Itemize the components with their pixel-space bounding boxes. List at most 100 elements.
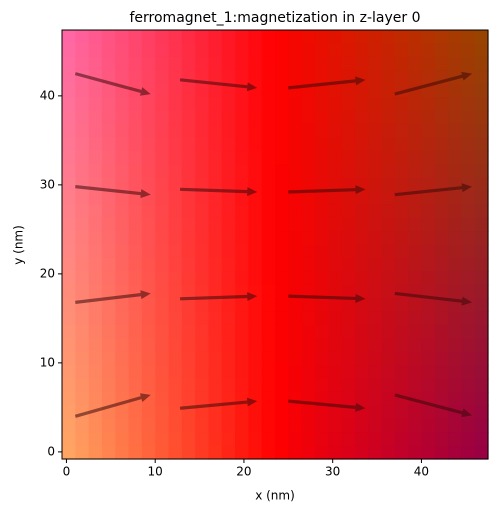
color-cell (181, 110, 196, 125)
color-cell (474, 445, 489, 460)
arrow (179, 397, 258, 410)
color-cell (421, 204, 436, 219)
color-cell (235, 445, 249, 460)
color-cell (421, 405, 436, 420)
color-cell (328, 164, 343, 179)
color-cell (221, 405, 236, 420)
color-cell (181, 231, 196, 246)
color-cell (88, 83, 103, 98)
color-cell (141, 177, 156, 192)
color-cell (195, 365, 210, 380)
color-cell (314, 432, 329, 447)
color-cell (195, 204, 210, 219)
color-cell (221, 150, 236, 165)
color-cell (408, 351, 423, 366)
color-cell (128, 97, 143, 112)
color-cell (434, 244, 449, 259)
color-cell (354, 311, 369, 326)
color-cell (434, 30, 449, 45)
color-cell (275, 164, 289, 179)
color-cell (261, 311, 276, 326)
color-cell (261, 97, 276, 112)
x-tick-label: 0 (63, 465, 71, 479)
color-cell (248, 204, 263, 219)
color-cell (301, 418, 316, 433)
color-cell (461, 351, 476, 366)
color-cell (261, 338, 276, 353)
color-cell (208, 365, 223, 380)
color-cell (221, 164, 236, 179)
color-cell (368, 284, 383, 299)
color-cell (261, 432, 276, 447)
color-cell (275, 351, 289, 366)
color-cell (434, 351, 449, 366)
color-cell (181, 150, 196, 165)
color-cell (115, 378, 130, 393)
color-cell (75, 324, 90, 339)
color-cell (208, 150, 223, 165)
color-cell (328, 110, 343, 125)
color-cell (341, 298, 356, 313)
color-cell (461, 284, 476, 299)
color-cell (181, 338, 196, 353)
color-cell (248, 432, 263, 447)
color-cell (275, 177, 289, 192)
color-cell (155, 97, 170, 112)
color-cell (181, 445, 196, 460)
color-cell (101, 338, 116, 353)
color-cell (408, 432, 423, 447)
color-cell (461, 231, 476, 246)
color-cell (461, 204, 476, 219)
color-cell (381, 110, 396, 125)
color-cell (421, 418, 436, 433)
color-cell (474, 177, 489, 192)
color-cell (341, 164, 356, 179)
color-cell (368, 150, 383, 165)
color-cell (288, 311, 303, 326)
color-cell (354, 418, 369, 433)
color-cell (195, 137, 210, 152)
color-cell (261, 217, 276, 232)
color-cell (235, 271, 249, 286)
color-cell (88, 244, 103, 259)
color-cell (168, 70, 183, 85)
color-cell (368, 204, 383, 219)
y-tick-label: 30 (40, 177, 55, 191)
color-cell (168, 298, 183, 313)
color-cell (62, 110, 76, 125)
color-cell (368, 190, 383, 205)
color-cell (101, 204, 116, 219)
color-cell (101, 56, 116, 71)
color-cell (314, 164, 329, 179)
color-cell (434, 418, 449, 433)
color-cell (195, 445, 210, 460)
color-cell (381, 217, 396, 232)
color-cell (381, 351, 396, 366)
color-cell (221, 365, 236, 380)
color-cell (408, 257, 423, 272)
color-cell (434, 324, 449, 339)
color-cell (354, 244, 369, 259)
color-cell (434, 190, 449, 205)
color-cell (168, 150, 183, 165)
color-cell (248, 338, 263, 353)
color-cell (408, 338, 423, 353)
color-cell (261, 137, 276, 152)
color-cell (341, 445, 356, 460)
color-cell (168, 217, 183, 232)
color-cell (115, 432, 130, 447)
color-cell (408, 164, 423, 179)
color-cell (474, 244, 489, 259)
color-cell (115, 338, 130, 353)
color-cell (195, 56, 210, 71)
color-cell (328, 271, 343, 286)
color-cell (235, 311, 249, 326)
color-cell (155, 217, 170, 232)
color-cell (314, 351, 329, 366)
color-cell (448, 378, 462, 393)
color-cell (221, 97, 236, 112)
color-cell (235, 338, 249, 353)
color-cell (221, 43, 236, 58)
color-cell (314, 324, 329, 339)
color-cell (434, 311, 449, 326)
